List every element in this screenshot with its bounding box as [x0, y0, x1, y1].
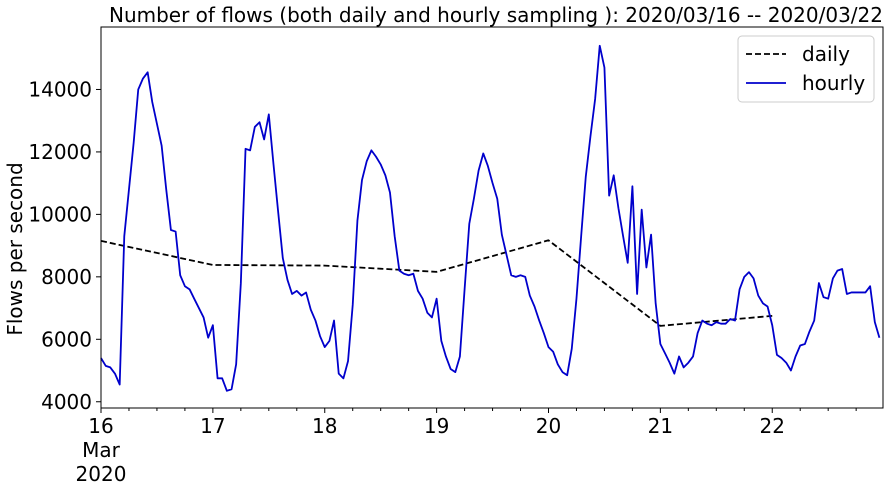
series-line-hourly	[100, 44, 881, 392]
series-line-daily	[100, 239, 773, 327]
y-axis-label: Flows per second	[3, 162, 27, 335]
y-tick-label-6000: 6000	[41, 327, 92, 351]
legend: daily hourly	[737, 35, 875, 103]
y-tick-label-4000: 4000	[41, 390, 92, 414]
x-tick-label-16: 16	[88, 414, 113, 438]
legend-label-daily: daily	[802, 42, 850, 66]
x-tick-label-18: 18	[312, 414, 337, 438]
x-sublabel-2020: 2020	[76, 462, 127, 485]
x-sublabel-mar: Mar	[82, 438, 121, 462]
chart-title: Number of flows (both daily and hourly s…	[109, 3, 883, 27]
x-tick-label-21: 21	[648, 414, 673, 438]
x-tick-label-22: 22	[760, 414, 785, 438]
y-tick-label-10000: 10000	[28, 202, 92, 226]
x-tick-label-19: 19	[424, 414, 449, 438]
y-tick-label-12000: 12000	[28, 140, 92, 164]
y-tick-label-8000: 8000	[41, 265, 92, 289]
x-tick-label-17: 17	[200, 414, 225, 438]
series-layer	[100, 44, 881, 392]
x-tick-label-20: 20	[536, 414, 561, 438]
legend-box	[737, 35, 875, 103]
y-tick-label-14000: 14000	[28, 77, 92, 101]
legend-label-hourly: hourly	[802, 71, 865, 95]
plot-frame	[100, 26, 884, 409]
y-axis: 4000 6000 8000 10000 12000 14000	[28, 77, 101, 414]
plot-area	[100, 26, 884, 409]
